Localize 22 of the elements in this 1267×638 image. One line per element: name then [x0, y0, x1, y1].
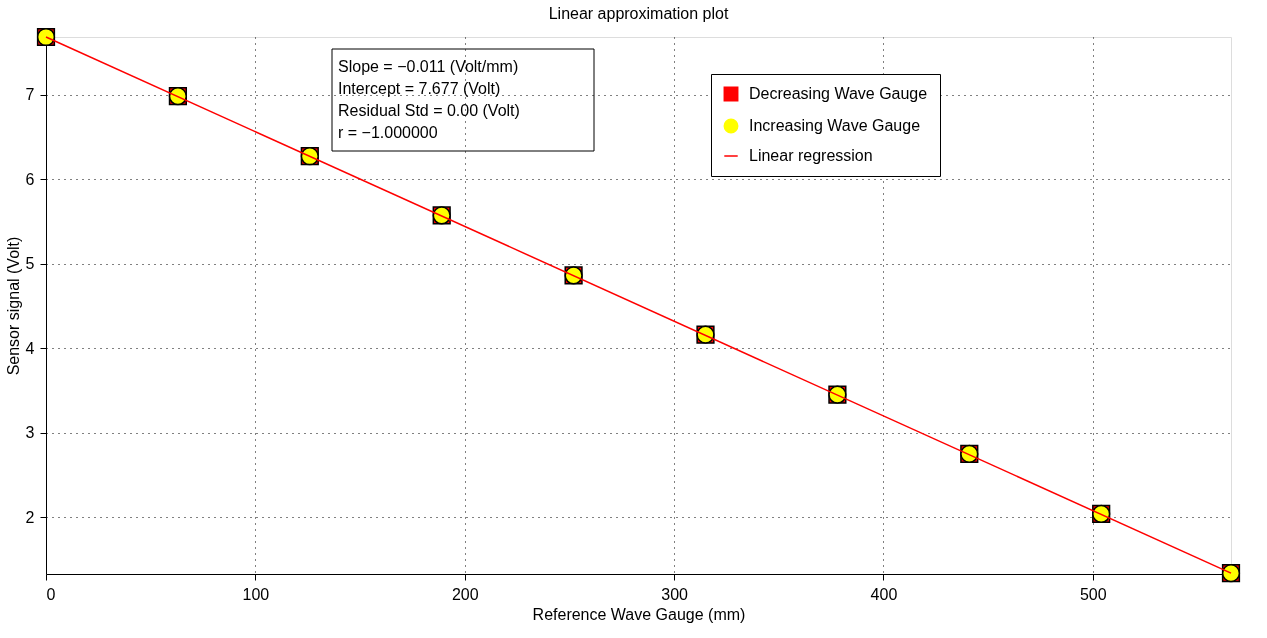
y-axis-title: Sensor signal (Volt)	[4, 236, 22, 376]
x-tick-label: 100	[242, 585, 270, 603]
x-tick-label: 400	[870, 585, 898, 603]
annotation: r = −1.000000	[338, 124, 438, 141]
x-tick-label: 200	[451, 585, 479, 603]
legend-label: Linear regression	[749, 147, 873, 164]
y-tick-label: 2	[25, 508, 35, 526]
annotation: Intercept = 7.677 (Volt)	[338, 80, 501, 97]
x-tick-label: 0	[46, 585, 56, 603]
y-tick-label: 4	[25, 339, 35, 357]
legend-label: Decreasing Wave Gauge	[749, 85, 928, 102]
y-tick-label: 7	[25, 86, 35, 104]
annotation: Slope = −0.011 (Volt/mm)	[338, 58, 519, 75]
x-tick-label: 300	[661, 585, 689, 603]
y-tick-label: 3	[25, 424, 35, 442]
y-tick-label: 6	[25, 170, 35, 188]
chart-title: Linear approximation plot	[548, 4, 729, 22]
annotation: Residual Std = 0.00 (Volt)	[338, 102, 520, 119]
x-tick-label: 500	[1079, 585, 1107, 603]
legend-label: Increasing Wave Gauge	[749, 117, 921, 134]
y-tick-label: 5	[25, 255, 35, 273]
x-axis-title: Reference Wave Gauge (mm)	[532, 605, 746, 623]
